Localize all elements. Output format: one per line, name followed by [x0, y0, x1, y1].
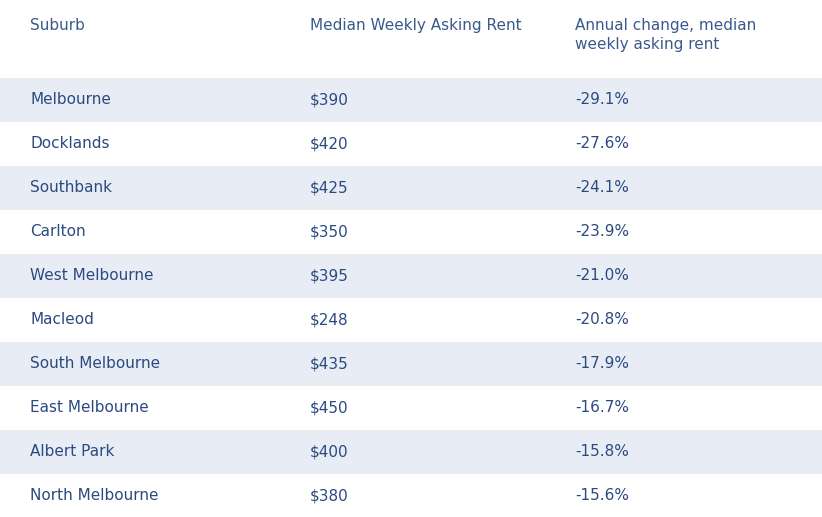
Text: -20.8%: -20.8%: [575, 312, 629, 327]
Text: Melbourne: Melbourne: [30, 93, 111, 108]
Bar: [0, 210, 822, 254]
Text: $380: $380: [310, 489, 349, 504]
Text: $350: $350: [310, 224, 349, 239]
Text: $450: $450: [310, 401, 349, 416]
Text: Suburb: Suburb: [30, 18, 85, 33]
Bar: [0, 122, 822, 166]
Text: -15.8%: -15.8%: [575, 445, 629, 460]
Text: -17.9%: -17.9%: [575, 357, 629, 372]
Bar: [0, 298, 822, 342]
Text: $435: $435: [310, 357, 349, 372]
Bar: [0, 342, 822, 386]
Text: -29.1%: -29.1%: [575, 93, 629, 108]
Text: West Melbourne: West Melbourne: [30, 268, 154, 283]
Bar: [0, 430, 822, 474]
Bar: [0, 386, 822, 430]
Text: East Melbourne: East Melbourne: [30, 401, 149, 416]
Text: -15.6%: -15.6%: [575, 489, 629, 504]
Text: Southbank: Southbank: [30, 180, 112, 195]
Bar: [0, 254, 822, 298]
Text: $248: $248: [310, 312, 349, 327]
Text: $390: $390: [310, 93, 349, 108]
Text: -23.9%: -23.9%: [575, 224, 629, 239]
Text: Albert Park: Albert Park: [30, 445, 114, 460]
Text: $425: $425: [310, 180, 349, 195]
Text: $400: $400: [310, 445, 349, 460]
Bar: [0, 78, 822, 122]
Text: $420: $420: [310, 136, 349, 151]
Text: Docklands: Docklands: [30, 136, 109, 151]
Text: Annual change, median
weekly asking rent: Annual change, median weekly asking rent: [575, 18, 756, 52]
Text: South Melbourne: South Melbourne: [30, 357, 160, 372]
Text: -24.1%: -24.1%: [575, 180, 629, 195]
Bar: [0, 166, 822, 210]
Text: -16.7%: -16.7%: [575, 401, 629, 416]
Text: North Melbourne: North Melbourne: [30, 489, 159, 504]
Bar: [0, 474, 822, 517]
Text: Median Weekly Asking Rent: Median Weekly Asking Rent: [310, 18, 522, 33]
Text: -27.6%: -27.6%: [575, 136, 629, 151]
Text: -21.0%: -21.0%: [575, 268, 629, 283]
Text: $395: $395: [310, 268, 349, 283]
Text: Macleod: Macleod: [30, 312, 94, 327]
Text: Carlton: Carlton: [30, 224, 85, 239]
